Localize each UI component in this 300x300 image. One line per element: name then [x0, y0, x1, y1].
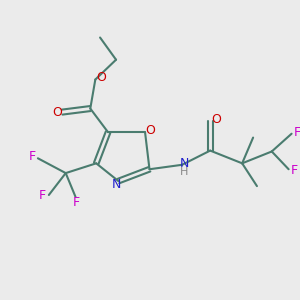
Text: O: O: [96, 71, 106, 84]
Text: F: F: [39, 189, 46, 202]
Text: F: F: [291, 164, 298, 177]
Text: F: F: [28, 150, 35, 163]
Text: O: O: [145, 124, 155, 137]
Text: O: O: [211, 113, 221, 126]
Text: N: N: [180, 157, 189, 170]
Text: H: H: [180, 167, 189, 177]
Text: F: F: [73, 196, 80, 209]
Text: N: N: [112, 178, 122, 191]
Text: F: F: [294, 126, 300, 139]
Text: O: O: [52, 106, 62, 118]
